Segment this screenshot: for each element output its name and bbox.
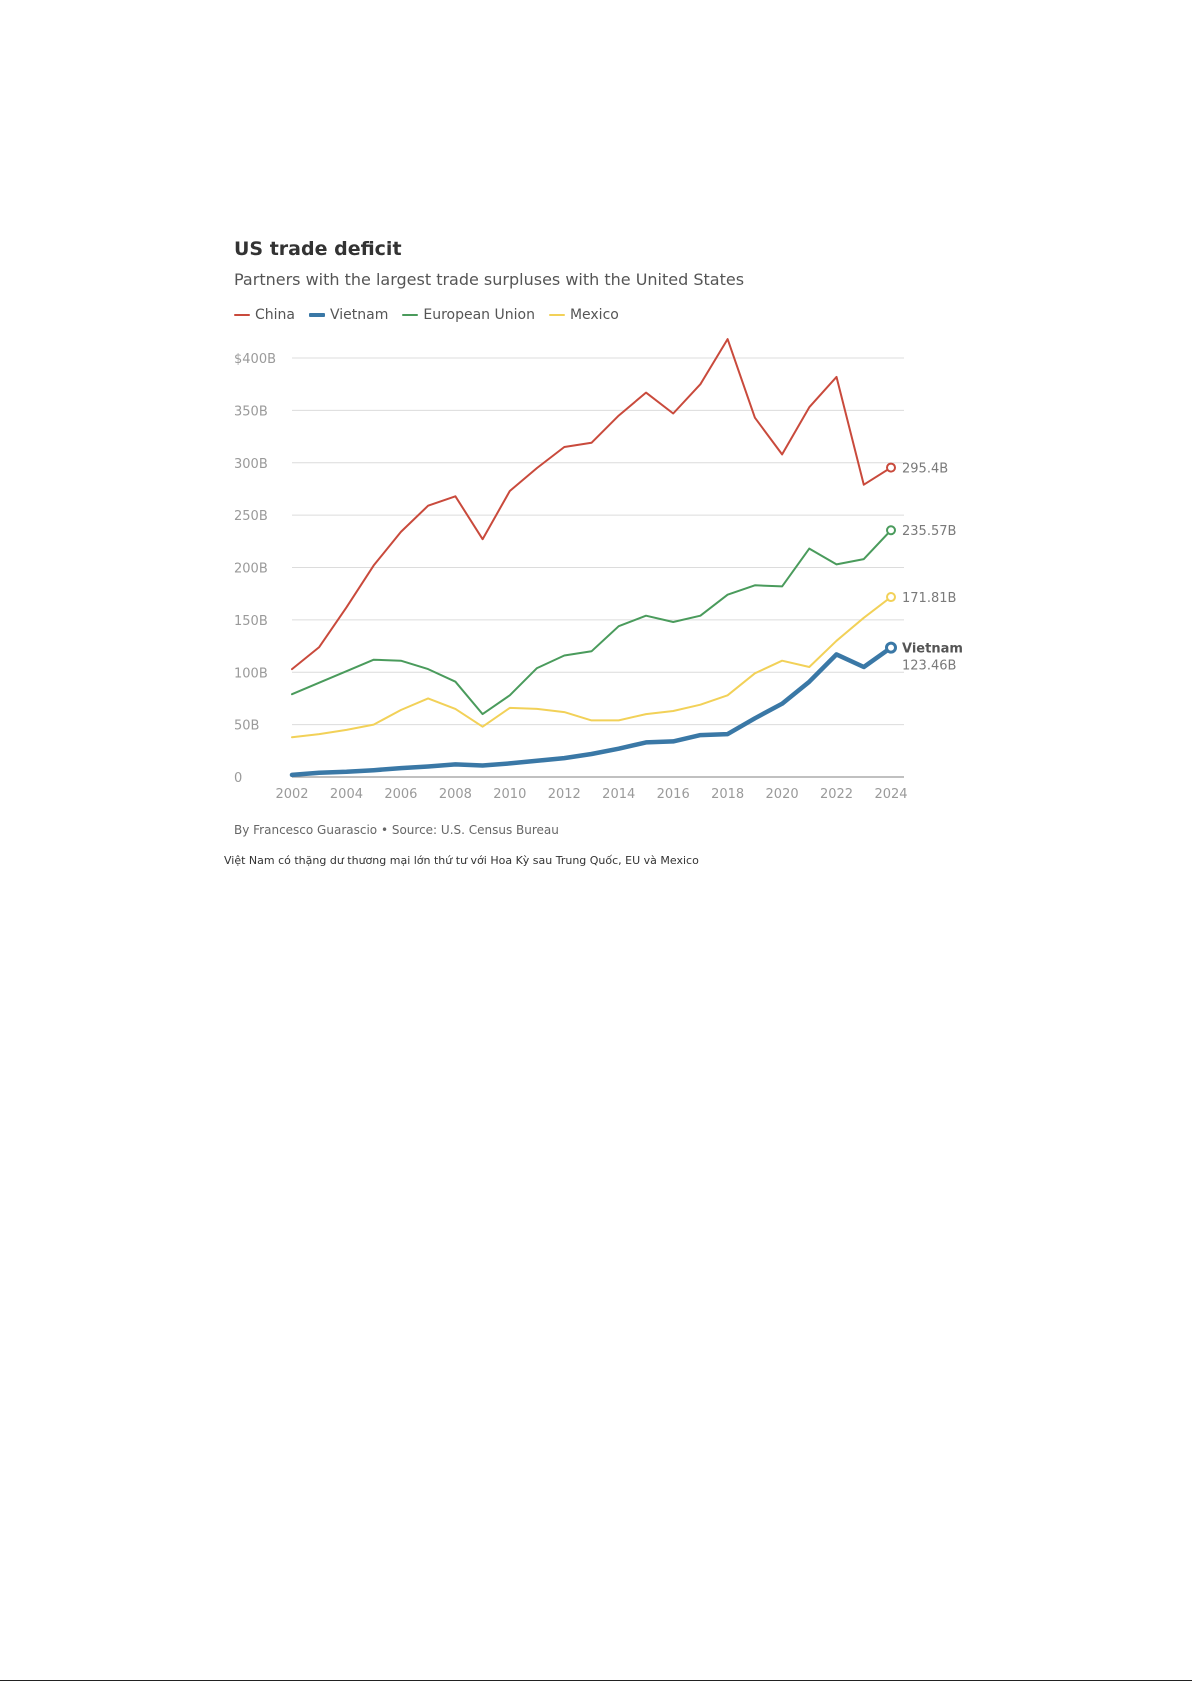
chart-legend: China Vietnam European Union Mexico bbox=[234, 307, 633, 323]
end-label-value-china: 295.4B bbox=[902, 462, 948, 477]
legend-swatch-european-union bbox=[402, 314, 419, 316]
legend-item-vietnam: Vietnam bbox=[309, 307, 388, 323]
x-tick-label: 2016 bbox=[657, 787, 690, 802]
x-tick-label: 2018 bbox=[711, 787, 744, 802]
image-caption: Việt Nam có thặng dư thương mại lớn thứ … bbox=[224, 854, 699, 867]
end-label-value-mexico: 171.81B bbox=[902, 591, 956, 606]
series-line-china bbox=[291, 338, 892, 671]
end-marker-european-union bbox=[886, 525, 896, 536]
legend-label-mexico: Mexico bbox=[569, 307, 619, 323]
x-tick-label: 2012 bbox=[548, 787, 581, 802]
x-tick-label: 2020 bbox=[766, 787, 799, 802]
y-tick-label: 300B bbox=[234, 457, 268, 472]
chart-title: US trade deficit bbox=[234, 238, 402, 260]
end-marker-mexico bbox=[886, 592, 896, 603]
page-bottom-rule bbox=[0, 1680, 1192, 1681]
legend-swatch-vietnam bbox=[309, 313, 325, 317]
chart-subtitle: Partners with the largest trade surpluse… bbox=[234, 270, 745, 289]
series-line-mexico bbox=[291, 596, 892, 739]
legend-item-european-union: European Union bbox=[402, 307, 535, 323]
y-tick-label: 200B bbox=[234, 562, 268, 577]
end-label-value-vietnam: 123.46B bbox=[902, 659, 956, 674]
series-line-vietnam bbox=[289, 645, 894, 778]
end-label-name-vietnam: Vietnam bbox=[902, 642, 963, 657]
x-tick-label: 2002 bbox=[275, 787, 308, 802]
legend-label-china: China bbox=[255, 307, 295, 323]
x-tick-label: 2008 bbox=[439, 787, 472, 802]
end-label-value-european-union: 235.57B bbox=[902, 524, 956, 539]
end-marker-china bbox=[886, 462, 896, 473]
line-chart: 0 50B 100B 150B 200B 250B 300B 350B $400B 2002 200… bbox=[234, 338, 963, 802]
y-tick-label: 250B bbox=[234, 509, 268, 524]
x-tick-label: 2006 bbox=[384, 787, 417, 802]
x-tick-label: 2022 bbox=[820, 787, 853, 802]
y-tick-label: $400B bbox=[234, 352, 276, 367]
legend-item-china: China bbox=[234, 307, 295, 323]
legend-label-vietnam: Vietnam bbox=[330, 307, 389, 323]
x-tick-label: 2010 bbox=[493, 787, 526, 802]
series-line-european-union bbox=[291, 529, 892, 716]
end-marker-vietnam bbox=[885, 641, 897, 654]
legend-label-european-union: European Union bbox=[423, 307, 535, 323]
legend-swatch-mexico bbox=[548, 314, 565, 316]
y-tick-label: 150B bbox=[234, 614, 268, 629]
y-tick-label: 100B bbox=[234, 666, 268, 681]
chart-byline: By Francesco Guarascio • Source: U.S. Ce… bbox=[234, 823, 559, 837]
y-tick-label: 350B bbox=[234, 404, 268, 419]
x-tick-label: 2014 bbox=[602, 787, 635, 802]
x-tick-label: 2024 bbox=[874, 787, 907, 802]
y-tick-label: 50B bbox=[234, 719, 259, 734]
legend-swatch-china bbox=[234, 314, 250, 316]
legend-item-mexico: Mexico bbox=[548, 307, 619, 323]
x-tick-label: 2004 bbox=[330, 787, 363, 802]
y-tick-label: 0 bbox=[234, 771, 242, 786]
